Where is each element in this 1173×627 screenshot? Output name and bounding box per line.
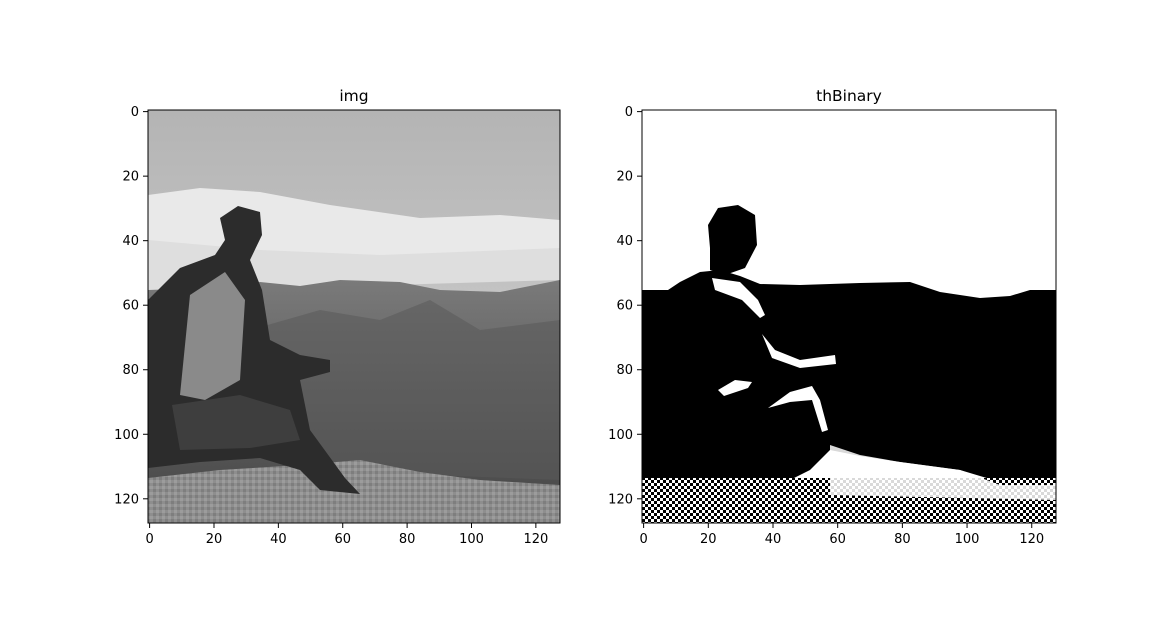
img-x-tick-label: 120 [523, 532, 548, 547]
img-y-tick-label: 120 [114, 492, 139, 507]
thbinary-y-tick-label: 40 [616, 234, 633, 249]
thbinary-x-tick-label: 120 [1019, 532, 1044, 547]
img-x-tick-label: 80 [399, 532, 416, 547]
thbinary-panel: thBinary 0 20 40 60 80 100 120 0 20 40 60 80 100 120 [608, 87, 1057, 547]
thbinary-axes-frame [641, 109, 1057, 524]
thbinary-ticks: 0 20 40 60 80 100 120 0 20 40 60 80 100 120 [608, 105, 1044, 547]
thbinary-title: thBinary [816, 87, 882, 105]
img-y-tick-label: 80 [122, 363, 139, 378]
thbinary-x-tick-label: 20 [700, 532, 717, 547]
img-axes-frame [147, 109, 561, 524]
thbinary-y-tick-label: 20 [616, 170, 633, 185]
thbinary-y-tick-label: 60 [616, 299, 633, 314]
img-x-tick-label: 20 [206, 532, 223, 547]
img-x-tick-label: 0 [145, 532, 153, 547]
img-y-tick-label: 20 [122, 170, 139, 185]
thbinary-y-tick-label: 120 [608, 492, 633, 507]
thbinary-y-tick-label: 0 [625, 105, 633, 120]
thbinary-x-tick-label: 80 [894, 532, 911, 547]
img-y-tick-label: 40 [122, 234, 139, 249]
thbinary-y-tick-label: 80 [616, 363, 633, 378]
img-title: img [339, 87, 368, 105]
thbinary-x-tick-label: 0 [639, 532, 647, 547]
img-x-tick-label: 60 [334, 532, 351, 547]
img-x-tick-label: 100 [459, 532, 484, 547]
img-x-tick-label: 40 [270, 532, 287, 547]
thbinary-x-tick-label: 40 [765, 532, 782, 547]
thbinary-y-tick-label: 100 [608, 428, 633, 443]
img-y-tick-label: 100 [114, 428, 139, 443]
img-photo [148, 110, 560, 523]
img-y-tick-label: 0 [131, 105, 139, 120]
thbinary-x-tick-label: 60 [829, 532, 846, 547]
img-ticks: 0 20 40 60 80 100 120 0 20 40 60 80 100 120 [114, 105, 548, 547]
img-y-tick-label: 60 [122, 299, 139, 314]
img-panel: img 0 20 40 60 80 100 120 0 20 40 60 80 100 120 [114, 87, 561, 547]
thbinary-image [642, 110, 1056, 523]
thbinary-x-tick-label: 100 [955, 532, 980, 547]
